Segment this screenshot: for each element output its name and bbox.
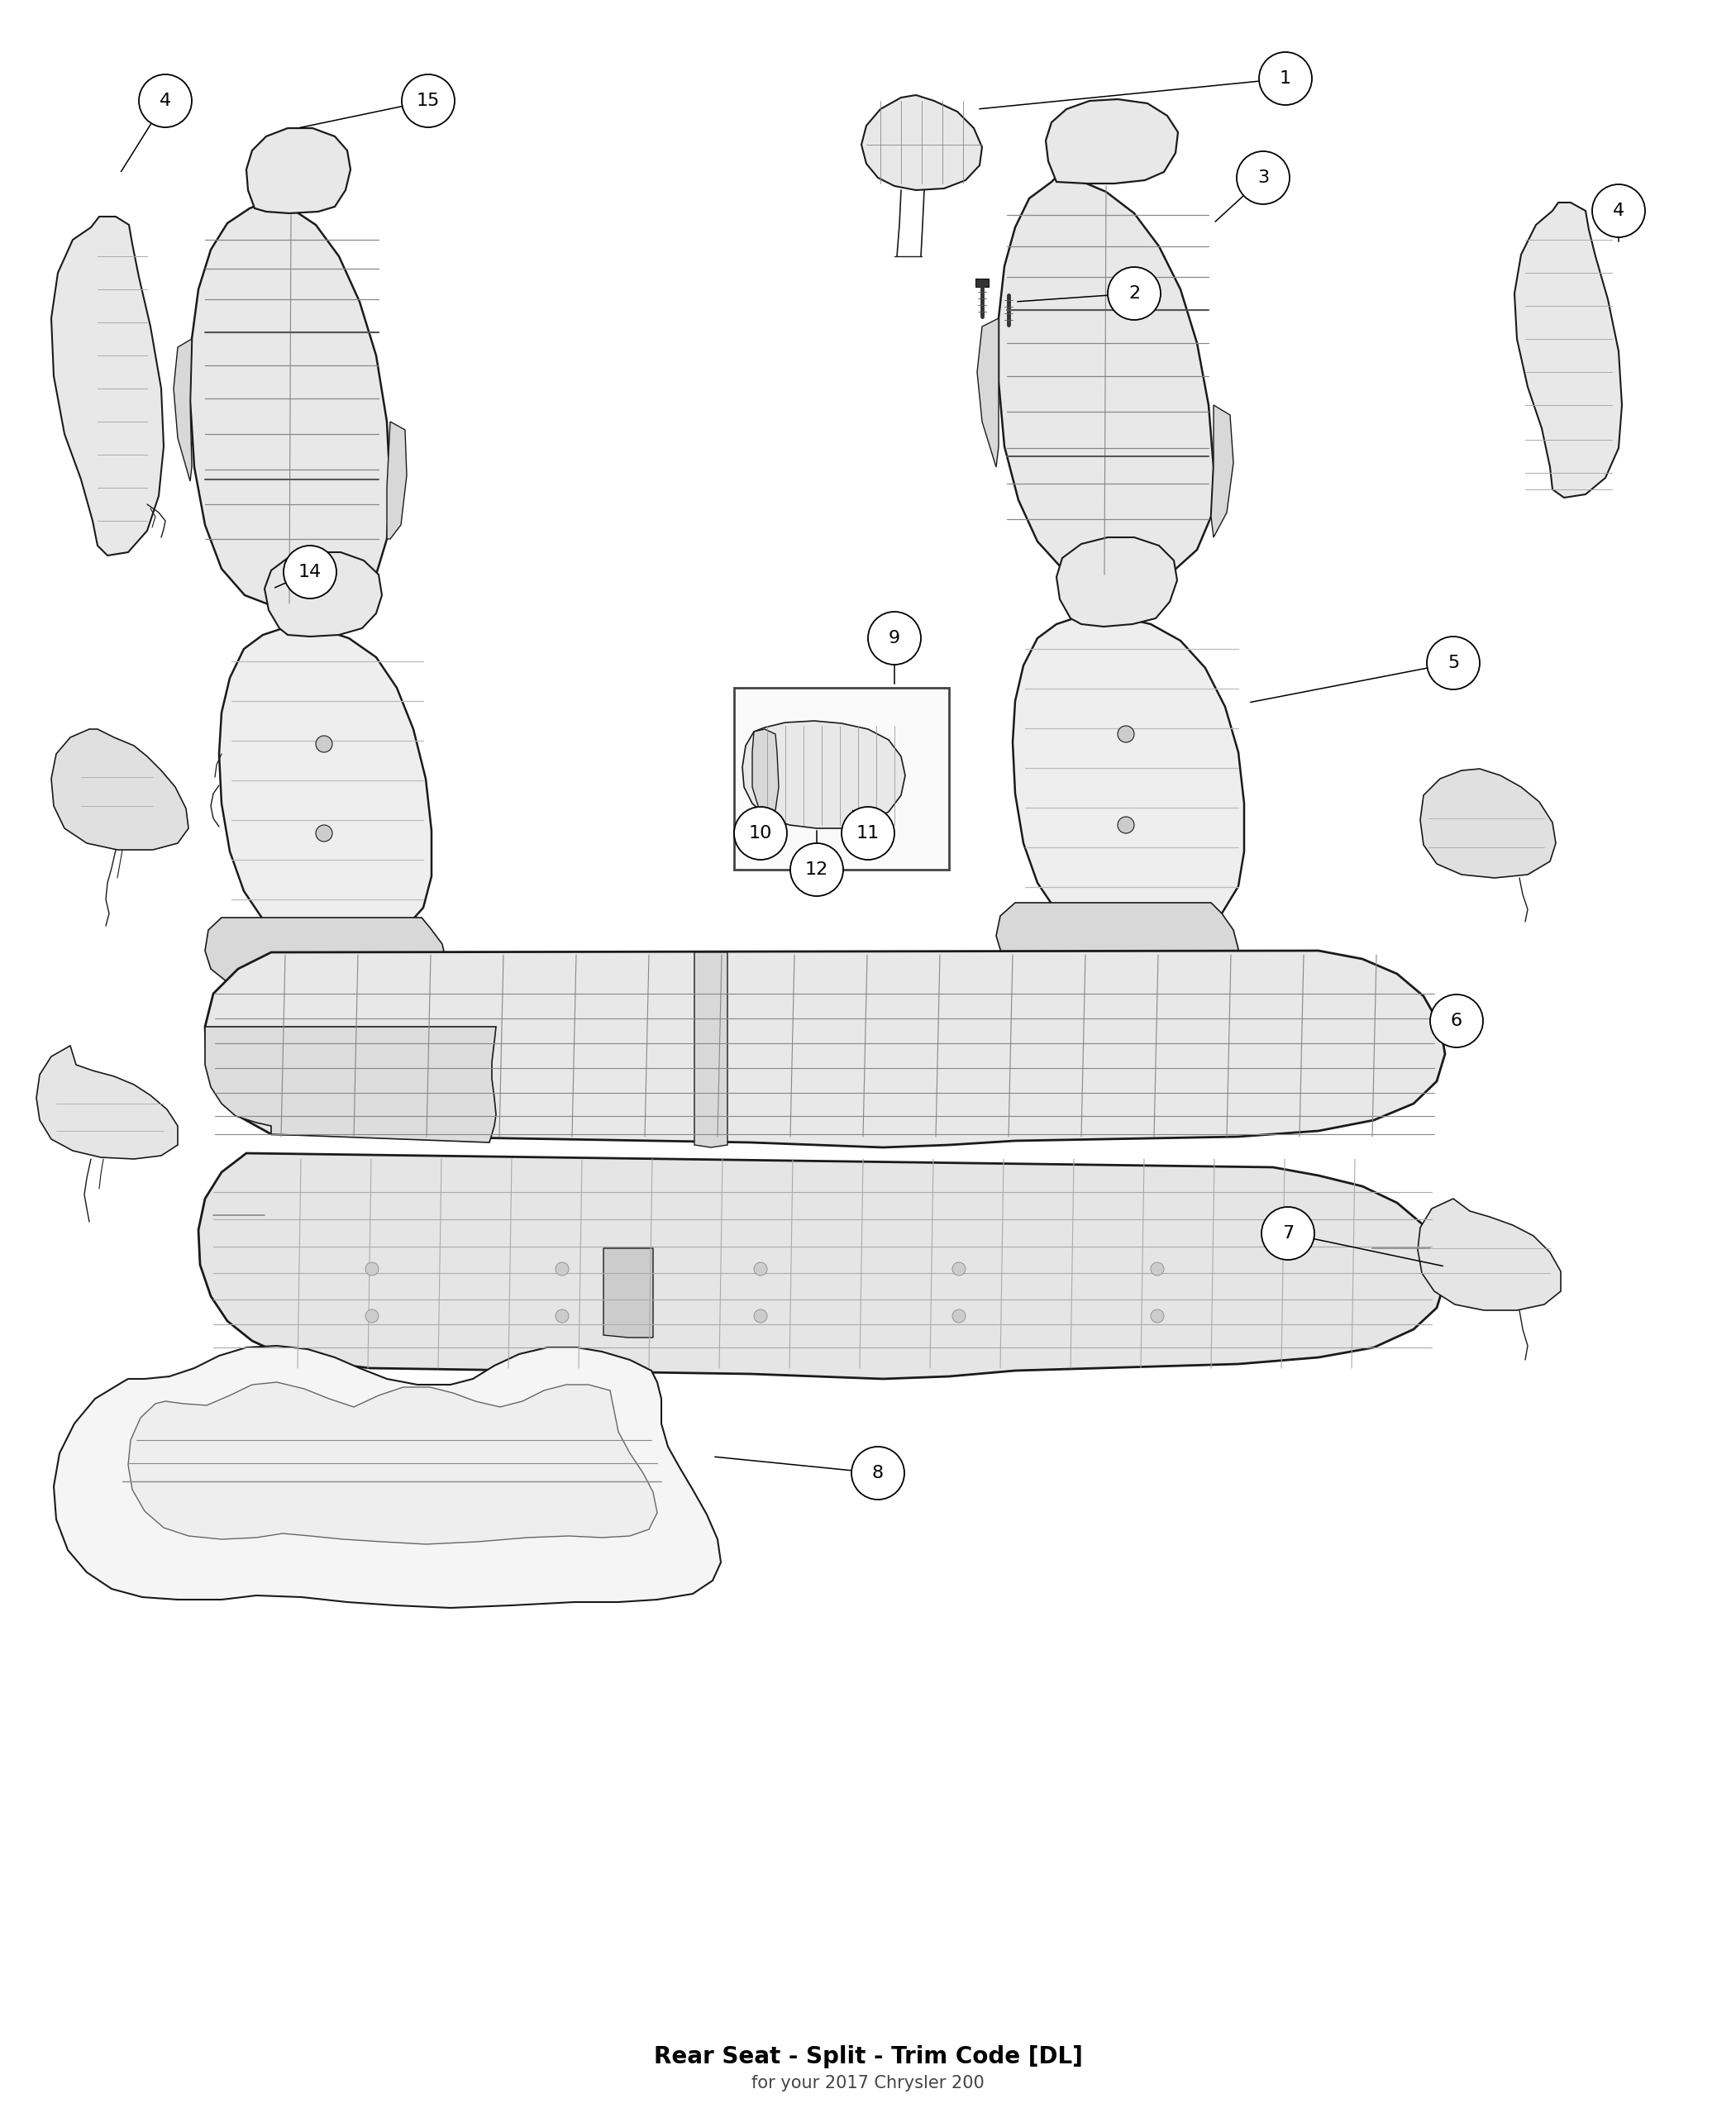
Text: 4: 4 — [160, 93, 172, 110]
Polygon shape — [976, 278, 990, 287]
Text: 8: 8 — [871, 1465, 884, 1482]
Circle shape — [1259, 53, 1312, 105]
Polygon shape — [734, 687, 950, 871]
Polygon shape — [205, 1027, 496, 1143]
Circle shape — [1108, 268, 1161, 320]
Circle shape — [851, 1446, 904, 1499]
Polygon shape — [54, 1345, 720, 1608]
Polygon shape — [1045, 99, 1179, 183]
Circle shape — [1118, 816, 1134, 833]
Text: 1: 1 — [1279, 70, 1292, 86]
Circle shape — [868, 611, 920, 664]
Circle shape — [1118, 725, 1134, 742]
Text: 11: 11 — [856, 824, 880, 841]
Polygon shape — [128, 1383, 658, 1545]
Circle shape — [1427, 637, 1479, 689]
Circle shape — [734, 807, 786, 860]
Circle shape — [139, 74, 191, 126]
Polygon shape — [219, 626, 432, 944]
Polygon shape — [1418, 1199, 1561, 1311]
Circle shape — [753, 1309, 767, 1322]
Polygon shape — [752, 729, 779, 816]
Polygon shape — [996, 902, 1238, 980]
Polygon shape — [1002, 287, 1016, 295]
Circle shape — [365, 1263, 378, 1275]
Polygon shape — [1420, 769, 1555, 877]
Circle shape — [953, 1309, 965, 1322]
Text: 5: 5 — [1448, 656, 1460, 670]
Text: Rear Seat - Split - Trim Code [DL]: Rear Seat - Split - Trim Code [DL] — [653, 2045, 1083, 2068]
Polygon shape — [205, 951, 1444, 1147]
Circle shape — [316, 736, 332, 753]
Polygon shape — [247, 129, 351, 213]
Polygon shape — [1212, 405, 1233, 538]
Circle shape — [283, 546, 337, 599]
Polygon shape — [861, 95, 983, 190]
Circle shape — [790, 843, 844, 896]
Circle shape — [401, 74, 455, 126]
Text: 7: 7 — [1283, 1225, 1293, 1242]
Circle shape — [316, 824, 332, 841]
Text: 4: 4 — [1613, 202, 1625, 219]
Polygon shape — [1514, 202, 1621, 497]
Polygon shape — [36, 1046, 177, 1159]
Circle shape — [1430, 995, 1483, 1048]
Circle shape — [1262, 1208, 1314, 1261]
Circle shape — [365, 1309, 378, 1322]
Polygon shape — [977, 318, 998, 468]
Text: 2: 2 — [1128, 285, 1141, 301]
Text: 15: 15 — [417, 93, 439, 110]
Polygon shape — [205, 917, 446, 993]
Circle shape — [556, 1309, 569, 1322]
Polygon shape — [198, 1153, 1444, 1379]
Polygon shape — [191, 202, 391, 607]
Polygon shape — [1057, 538, 1177, 626]
Polygon shape — [694, 953, 727, 1147]
Text: 9: 9 — [889, 630, 901, 647]
Circle shape — [953, 1263, 965, 1275]
Circle shape — [1236, 152, 1290, 204]
Polygon shape — [1012, 616, 1245, 940]
Circle shape — [1592, 183, 1646, 238]
Polygon shape — [387, 422, 406, 540]
Polygon shape — [743, 721, 904, 828]
Text: 3: 3 — [1257, 169, 1269, 186]
Text: 6: 6 — [1451, 1012, 1462, 1029]
Polygon shape — [264, 552, 382, 637]
Text: 10: 10 — [748, 824, 773, 841]
Polygon shape — [604, 1248, 653, 1339]
Circle shape — [1151, 1309, 1163, 1322]
Circle shape — [753, 1263, 767, 1275]
Polygon shape — [52, 217, 163, 557]
Polygon shape — [998, 175, 1213, 582]
Circle shape — [1151, 1263, 1163, 1275]
Circle shape — [842, 807, 894, 860]
Text: 12: 12 — [806, 862, 828, 877]
Polygon shape — [52, 729, 189, 850]
Polygon shape — [174, 339, 191, 481]
Circle shape — [556, 1263, 569, 1275]
Text: 14: 14 — [299, 563, 321, 580]
Text: for your 2017 Chrysler 200: for your 2017 Chrysler 200 — [752, 2074, 984, 2091]
